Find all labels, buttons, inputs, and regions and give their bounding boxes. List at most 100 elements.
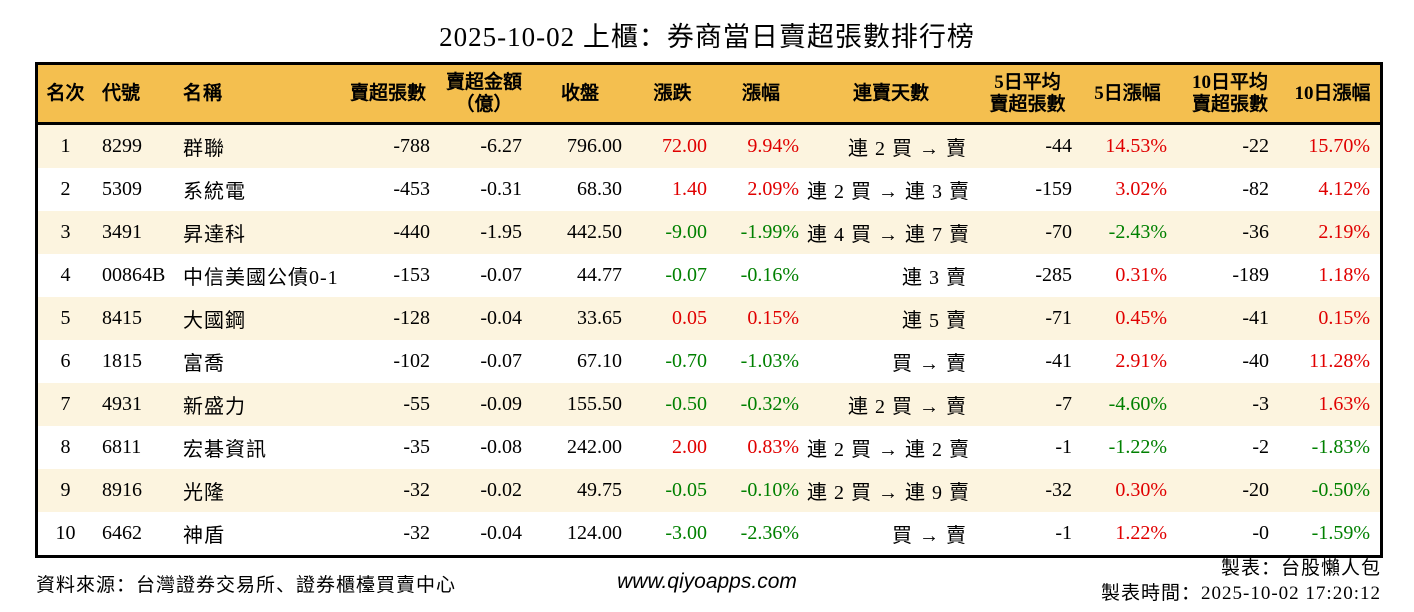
cell-pct10: 1.18% [1318,264,1370,286]
cell-avg5: -1 [1055,522,1072,544]
cell-code: 3491 [102,221,142,243]
table-header-row: 名次 代號 名稱 賣超張數 賣超金額 （億） 收盤 漲跌 漲幅 連賣天數 5日平均… [38,65,1380,125]
cell-close: 49.75 [577,479,622,501]
cell-name: 神盾 [183,525,225,547]
cell-pct10: 4.12% [1318,178,1370,200]
cell-name: 群聯 [183,138,225,160]
cell-rank: 7 [60,393,71,415]
cell-net-sell-amt: -0.08 [480,436,522,458]
cell-pct5: 2.91% [1115,350,1167,372]
cell-net-sell-amt: -0.04 [480,307,522,329]
cell-sell-streak: 連 3 賣 [902,267,967,289]
cell-avg5: -32 [1045,479,1072,501]
col-header-avg10-line1: 10日平均 [1191,71,1268,93]
table-row: 6 1815 富喬 -102 -0.07 67.10 -0.70 -1.03% … [38,340,1380,383]
cell-pct10: -1.59% [1311,522,1370,544]
cell-avg10: -20 [1242,479,1269,501]
cell-net-sell-qty: -153 [393,264,430,286]
cell-avg10: -3 [1252,393,1269,415]
cell-avg10: -189 [1232,264,1269,286]
col-header-avg5-line2: 賣超張數 [989,93,1066,115]
cell-code: 6462 [102,522,142,544]
cell-code: 00864B [102,264,166,286]
cell-pct10: -0.50% [1311,479,1370,501]
cell-close: 442.50 [567,221,622,243]
cell-close: 33.65 [577,307,622,329]
col-header-change: 漲跌 [653,82,692,104]
cell-code: 8299 [102,135,142,157]
cell-code: 4931 [102,393,142,415]
cell-rank: 8 [60,436,71,458]
cell-avg5: -44 [1045,135,1072,157]
col-header-pct10: 10日漲幅 [1294,82,1371,104]
table-row: 9 8916 光隆 -32 -0.02 49.75 -0.05 -0.10% 連… [38,469,1380,512]
cell-pct5: 14.53% [1105,135,1167,157]
cell-rank: 3 [60,221,71,243]
cell-pct10: 1.63% [1318,393,1370,415]
cell-rank: 9 [60,479,71,501]
cell-sell-streak: 買 → 賣 [892,353,967,375]
cell-net-sell-qty: -35 [403,436,430,458]
col-header-rank: 名次 [46,82,85,104]
col-header-avg10: 10日平均 賣超張數 [1175,72,1285,116]
cell-avg5: -71 [1045,307,1072,329]
cell-name: 富喬 [183,353,225,375]
cell-close: 44.77 [577,264,622,286]
cell-change: -0.50 [665,393,707,415]
cell-change-pct: -1.99% [740,221,799,243]
cell-rank: 4 [60,264,71,286]
cell-name: 新盛力 [183,396,246,418]
cell-net-sell-amt: -6.27 [480,135,522,157]
col-header-net-sell-amt-line2: （億） [455,93,513,115]
cell-code: 8916 [102,479,142,501]
cell-avg10: -40 [1242,350,1269,372]
cell-pct5: 3.02% [1115,178,1167,200]
cell-sell-streak: 連 2 買 → 連 2 賣 [807,439,970,461]
cell-sell-streak: 連 2 買 → 連 3 賣 [807,181,970,203]
cell-avg10: -2 [1252,436,1269,458]
cell-pct5: 0.30% [1115,479,1167,501]
col-header-close: 收盤 [560,82,599,104]
table-row: 8 6811 宏碁資訊 -35 -0.08 242.00 2.00 0.83% … [38,426,1380,469]
col-header-net-sell-qty: 賣超張數 [349,82,426,104]
cell-net-sell-qty: -128 [393,307,430,329]
footer-author: 製表：台股懶人包 [1220,558,1381,579]
cell-change: 1.40 [672,178,707,200]
cell-change-pct: 9.94% [747,135,799,157]
table-row: 1 8299 群聯 -788 -6.27 796.00 72.00 9.94% … [38,125,1380,168]
col-header-pct5: 5日漲幅 [1094,82,1161,104]
cell-sell-streak: 連 2 買 → 賣 [848,138,967,160]
cell-net-sell-qty: -32 [403,522,430,544]
col-header-name: 名稱 [183,82,224,104]
footer-website: www.qiyoapps.com [617,570,797,593]
footer-credits: 製表：台股懶人包 製表時間：2025-10-02 17:20:12 [1101,556,1381,606]
cell-net-sell-amt: -0.07 [480,264,522,286]
cell-close: 68.30 [577,178,622,200]
cell-pct10: 15.70% [1308,135,1370,157]
cell-change: 2.00 [672,436,707,458]
cell-code: 8415 [102,307,142,329]
cell-change-pct: -0.32% [740,393,799,415]
cell-rank: 2 [60,178,71,200]
cell-pct10: 11.28% [1309,350,1370,372]
cell-change: -3.00 [665,522,707,544]
cell-name: 系統電 [183,181,246,203]
cell-net-sell-qty: -453 [393,178,430,200]
cell-pct5: 1.22% [1115,522,1167,544]
cell-rank: 10 [55,522,76,544]
cell-code: 5309 [102,178,142,200]
table-row: 10 6462 神盾 -32 -0.04 124.00 -3.00 -2.36%… [38,512,1380,555]
table-row: 5 8415 大國鋼 -128 -0.04 33.65 0.05 0.15% 連… [38,297,1380,340]
cell-change-pct: -0.16% [740,264,799,286]
cell-sell-streak: 連 5 賣 [902,310,967,332]
table-row: 2 5309 系統電 -453 -0.31 68.30 1.40 2.09% 連… [38,168,1380,211]
cell-net-sell-qty: -55 [403,393,430,415]
cell-pct5: 0.31% [1115,264,1167,286]
cell-avg10: -22 [1242,135,1269,157]
cell-pct10: 2.19% [1318,221,1370,243]
cell-avg5: -285 [1035,264,1072,286]
cell-close: 796.00 [567,135,622,157]
cell-rank: 1 [60,135,71,157]
cell-sell-streak: 連 2 買 → 連 9 賣 [807,482,970,504]
cell-sell-streak: 買 → 賣 [892,525,967,547]
